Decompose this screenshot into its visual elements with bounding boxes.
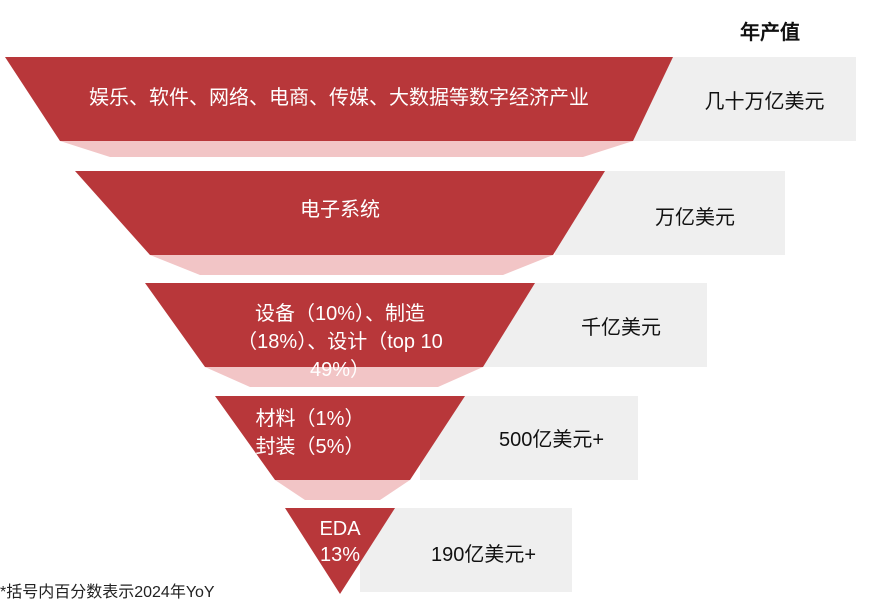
value-box-5 xyxy=(360,508,572,592)
funnel-layer-5 xyxy=(285,508,395,594)
funnel-layer-4 xyxy=(215,396,465,500)
funnel-label-4-line-2: 封装（5%） xyxy=(255,436,365,458)
value-2: 万亿美元 xyxy=(655,207,735,229)
funnel-layer-2 xyxy=(75,171,605,275)
funnel-layer-1 xyxy=(5,57,673,157)
funnel-label-5-line-1: EDA xyxy=(319,518,361,540)
value-4: 500亿美元+ xyxy=(498,429,605,451)
funnel-layer-3 xyxy=(145,283,535,387)
funnel-label-2-line-1: 电子系统 xyxy=(300,199,380,221)
value-1: 几十万亿美元 xyxy=(704,91,825,113)
funnel-label-2: 电子系统 xyxy=(100,196,580,224)
funnel-label-1: 娱乐、软件、网络、电商、传媒、大数据等数字经济产业 xyxy=(5,84,673,112)
funnel-label-5: EDA 13% xyxy=(285,516,395,568)
funnel-label-5-line-2: 13% xyxy=(319,544,361,566)
value-3: 千亿美元 xyxy=(581,317,661,339)
funnel-label-3-line-1: 设备（10%）、制造 xyxy=(254,303,426,325)
funnel-label-3-line-2: （18%）、设计（top 10 xyxy=(237,331,443,353)
funnel-label-1-line-1: 娱乐、软件、网络、电商、传媒、大数据等数字经济产业 xyxy=(89,87,589,109)
funnel-label-4-line-1: 材料（1%） xyxy=(255,408,365,430)
value-box-4 xyxy=(420,396,638,480)
footnote: *括号内百分数表示2024年YoY xyxy=(0,584,215,601)
value-5: 190亿美元+ xyxy=(430,544,537,566)
funnel-label-3-line-3: 49%） xyxy=(309,359,371,381)
funnel-label-4: 材料（1%） 封装（5%） xyxy=(215,405,405,461)
header-title: 年产值 xyxy=(740,22,800,44)
funnel-label-3: 设备（10%）、制造 （18%）、设计（top 10 49%） xyxy=(190,300,490,384)
